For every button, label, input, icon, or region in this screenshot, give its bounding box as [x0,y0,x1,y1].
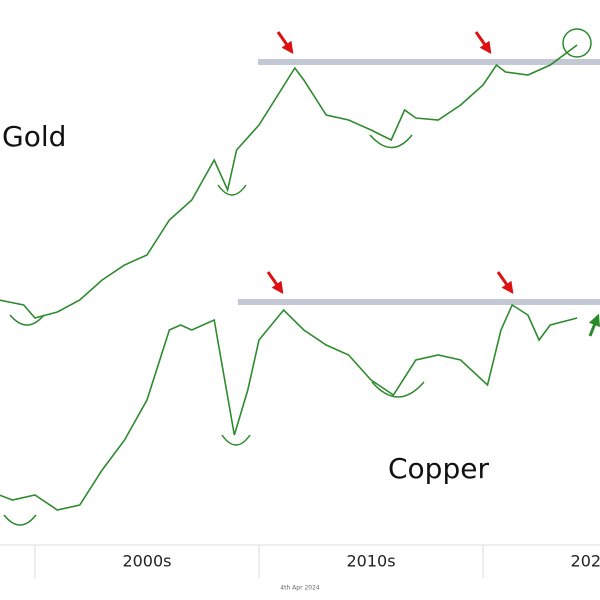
series-label: Copper [388,452,489,485]
arrows [266,31,514,294]
series-label: Gold [2,120,66,153]
x-tick-label: 2020s [571,552,600,571]
arcs [3,134,425,526]
series-line [0,303,578,511]
x-tick-label: 2000s [122,552,171,571]
x-tick-label: 2010s [346,552,395,571]
highlight [562,28,592,58]
arrow [588,313,600,337]
footer: 4th Apr 2024 [280,585,320,592]
series-line [0,44,578,319]
